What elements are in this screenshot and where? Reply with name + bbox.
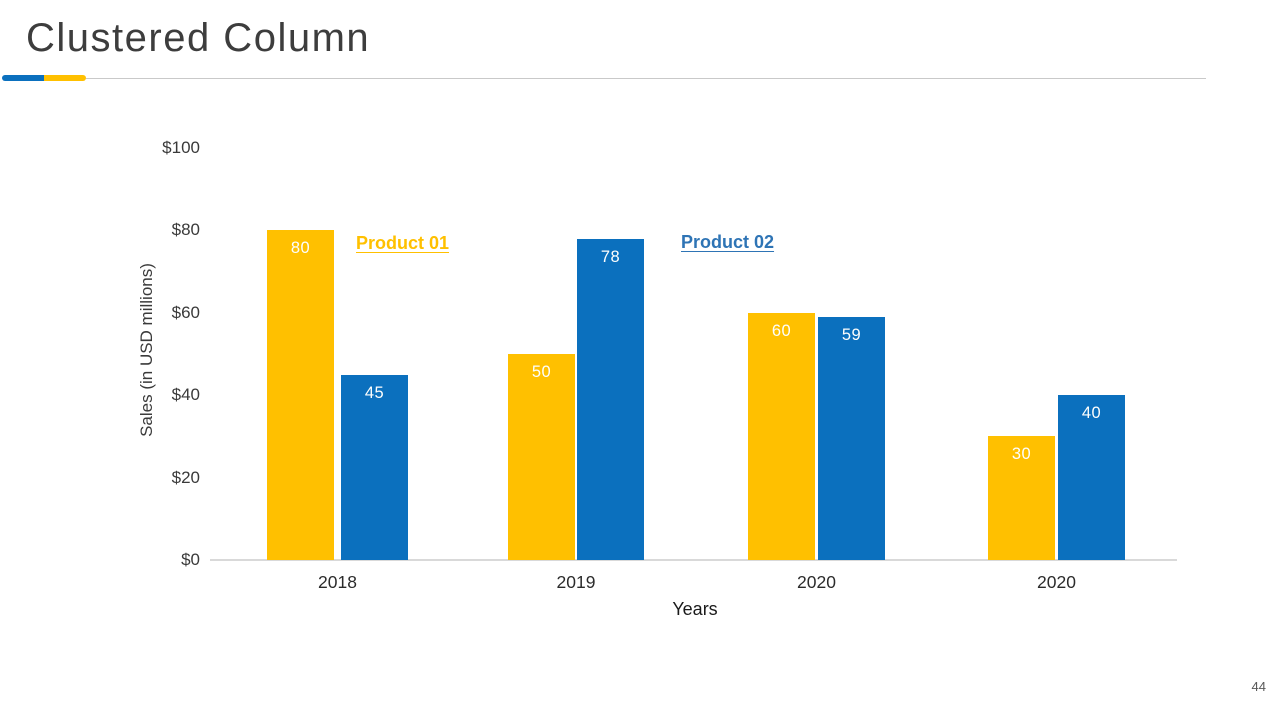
y-tick-80: $80	[171, 220, 200, 240]
bar-value-label: 45	[364, 384, 385, 402]
bar-product-02-2019-c1: 78	[577, 239, 644, 560]
x-axis-title: Years	[672, 599, 718, 619]
accent-bar-blue	[2, 75, 44, 81]
header-divider	[86, 78, 1206, 79]
bar-product-01-2020-c3: 30	[988, 436, 1055, 560]
bar-product-02-2020-c2: 59	[818, 317, 885, 560]
legend-product-02[interactable]: Product 02	[681, 232, 775, 252]
x-tick-2019-c1: 2019	[556, 572, 596, 592]
x-tick-2020-c3: 2020	[1037, 572, 1076, 592]
bar-value-label: 59	[841, 326, 862, 344]
bar-product-02-2020-c3: 40	[1058, 395, 1125, 560]
bar-value-label: 80	[290, 239, 311, 257]
bar-product-01-2019-c1: 50	[508, 354, 575, 560]
bar-value-label: 50	[531, 363, 552, 381]
y-axis-title: Sales (in USD millions)	[137, 263, 156, 437]
y-tick-60: $60	[171, 302, 200, 322]
page-number: 44	[1251, 679, 1266, 694]
bar-value-label: 60	[771, 322, 792, 340]
y-tick-0: $0	[181, 550, 200, 569]
bar-value-label: 78	[600, 248, 621, 266]
legend-product-01[interactable]: Product 01	[356, 233, 450, 253]
y-tick-100: $100	[162, 138, 200, 157]
accent-bar-yellow	[44, 75, 86, 81]
bar-product-01-2018-c0: 80	[267, 230, 334, 560]
y-tick-40: $40	[171, 385, 200, 405]
page-title: Clustered Column	[26, 16, 371, 60]
x-tick-2020-c2: 2020	[797, 572, 836, 592]
bar-value-label: 30	[1011, 445, 1032, 463]
x-axis-baseline	[210, 559, 1177, 561]
bar-product-02-2018-c0: 45	[341, 375, 408, 560]
bar-value-label: 40	[1081, 404, 1102, 422]
x-tick-2018-c0: 2018	[318, 572, 357, 592]
bar-product-01-2020-c2: 60	[748, 313, 815, 560]
y-tick-20: $20	[171, 467, 200, 487]
